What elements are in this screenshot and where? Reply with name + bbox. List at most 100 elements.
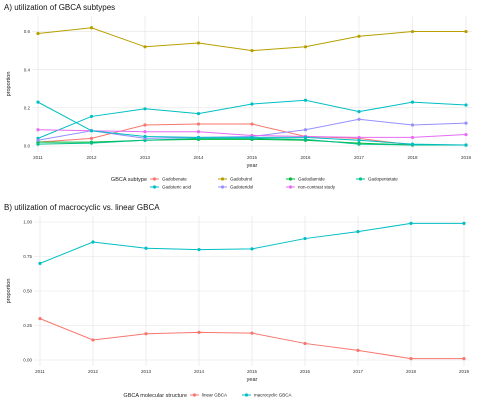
data-point [197,330,201,334]
x-tick-label: 2015 [247,369,258,374]
x-tick-label: 2013 [141,369,152,374]
y-tick-label: 0.4 [24,67,31,72]
legend-label: Gadoteric acid [162,185,192,190]
x-tick-label: 2014 [193,155,204,160]
x-tick-label: 2016 [300,155,311,160]
legend-key-point [288,185,293,189]
chart-title: A) utilization of GBCA subtypes [4,3,115,12]
x-tick-label: 2013 [140,155,151,160]
y-axis-label: proportion [6,279,12,304]
data-point [36,138,40,142]
data-point [464,103,468,107]
y-tick-label: 0.25 [23,323,32,328]
x-tick-label: 2012 [86,155,97,160]
legend-key-point [152,177,157,181]
data-point [89,26,94,30]
data-point [464,29,468,34]
data-point [36,31,40,36]
data-point [89,114,94,119]
data-point [91,338,95,342]
legend-label: Gadodiamide [298,177,325,182]
legend-key-point [244,393,249,397]
data-point [464,143,468,147]
data-point [38,317,42,321]
x-tick-label: 2018 [407,155,418,160]
data-point [250,247,254,251]
data-point [357,110,361,114]
y-tick-label: 0.0 [24,144,31,149]
data-point [462,357,466,361]
data-point [143,45,147,49]
data-point [143,130,147,134]
y-tick-label: 0.00 [23,358,32,363]
data-point [143,107,147,111]
x-tick-label: 2017 [353,369,364,374]
data-point [357,34,361,38]
data-point [36,128,40,132]
data-point [89,136,94,140]
data-point [357,117,361,121]
data-point [196,130,201,134]
data-point [303,128,308,132]
data-point [89,141,94,145]
data-point [250,135,254,140]
legend-label: Gadopentetate [368,177,398,182]
data-point [357,138,361,142]
y-tick-label: 0.2 [24,105,31,110]
data-point [303,135,308,140]
x-tick-label: 2019 [459,369,470,374]
data-point [410,123,415,127]
data-point [410,142,415,146]
data-point [38,261,42,265]
data-point [197,248,201,252]
legend-label: macrocyclic GBCA [254,393,292,398]
legend-key-point [358,177,363,181]
legend-key-point [220,177,225,181]
data-point [303,236,307,241]
data-point [356,348,360,352]
chart-b: B) utilization of macrocyclic vs. linear… [4,203,470,399]
x-tick-label: 2014 [194,369,205,374]
data-point [36,142,40,146]
legend-label: Gadobenate [162,177,187,182]
data-point [356,230,360,234]
legend-key-point [192,393,197,397]
data-point [250,102,254,106]
data-point [464,132,468,137]
data-point [144,246,148,250]
data-point [464,121,468,125]
data-point [303,341,307,346]
x-axis-label: year [247,163,258,169]
data-point [89,129,94,133]
x-tick-label: 2019 [461,155,472,160]
data-point [36,100,40,104]
y-tick-label: 1.00 [23,220,32,225]
data-point [143,123,147,127]
y-tick-label: 0.6 [24,29,31,34]
legend-label: non-contrast study [298,185,336,190]
data-point [196,111,201,116]
chart-a: A) utilization of GBCA subtypes 0.0 0.2 0.4… [4,3,472,190]
data-point [409,357,413,361]
data-point [143,134,147,139]
legend-label: Gadoteridol [230,185,253,190]
legend-key-point [288,177,293,181]
x-tick-label: 2011 [33,155,43,160]
x-tick-label: 2012 [88,369,99,374]
legend-key-point [220,185,225,189]
data-point [250,331,254,335]
legend-title: GBCA molecular structure [123,393,187,399]
legend-label: linear GBCA [202,393,227,398]
data-point [91,240,95,244]
data-point [357,135,361,140]
data-point [196,122,201,126]
x-tick-label: 2017 [354,155,365,160]
data-point [410,29,415,34]
x-tick-label: 2016 [300,369,311,374]
data-point [250,122,254,126]
data-point [303,98,308,102]
data-point [410,100,415,104]
data-point [196,41,201,45]
data-point [409,221,413,225]
